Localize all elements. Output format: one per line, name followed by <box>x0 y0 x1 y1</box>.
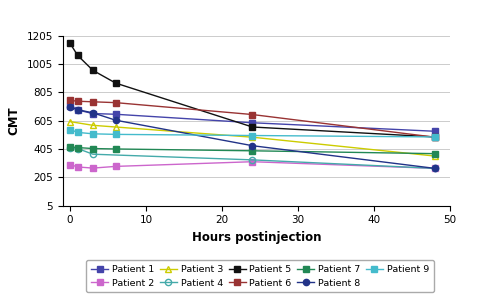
Y-axis label: CMT: CMT <box>8 106 21 135</box>
Legend: Patient 1, Patient 2, Patient 3, Patient 4, Patient 5, Patient 6, Patient 7, Pat: Patient 1, Patient 2, Patient 3, Patient… <box>86 260 434 292</box>
X-axis label: Hours postinjection: Hours postinjection <box>192 231 321 244</box>
